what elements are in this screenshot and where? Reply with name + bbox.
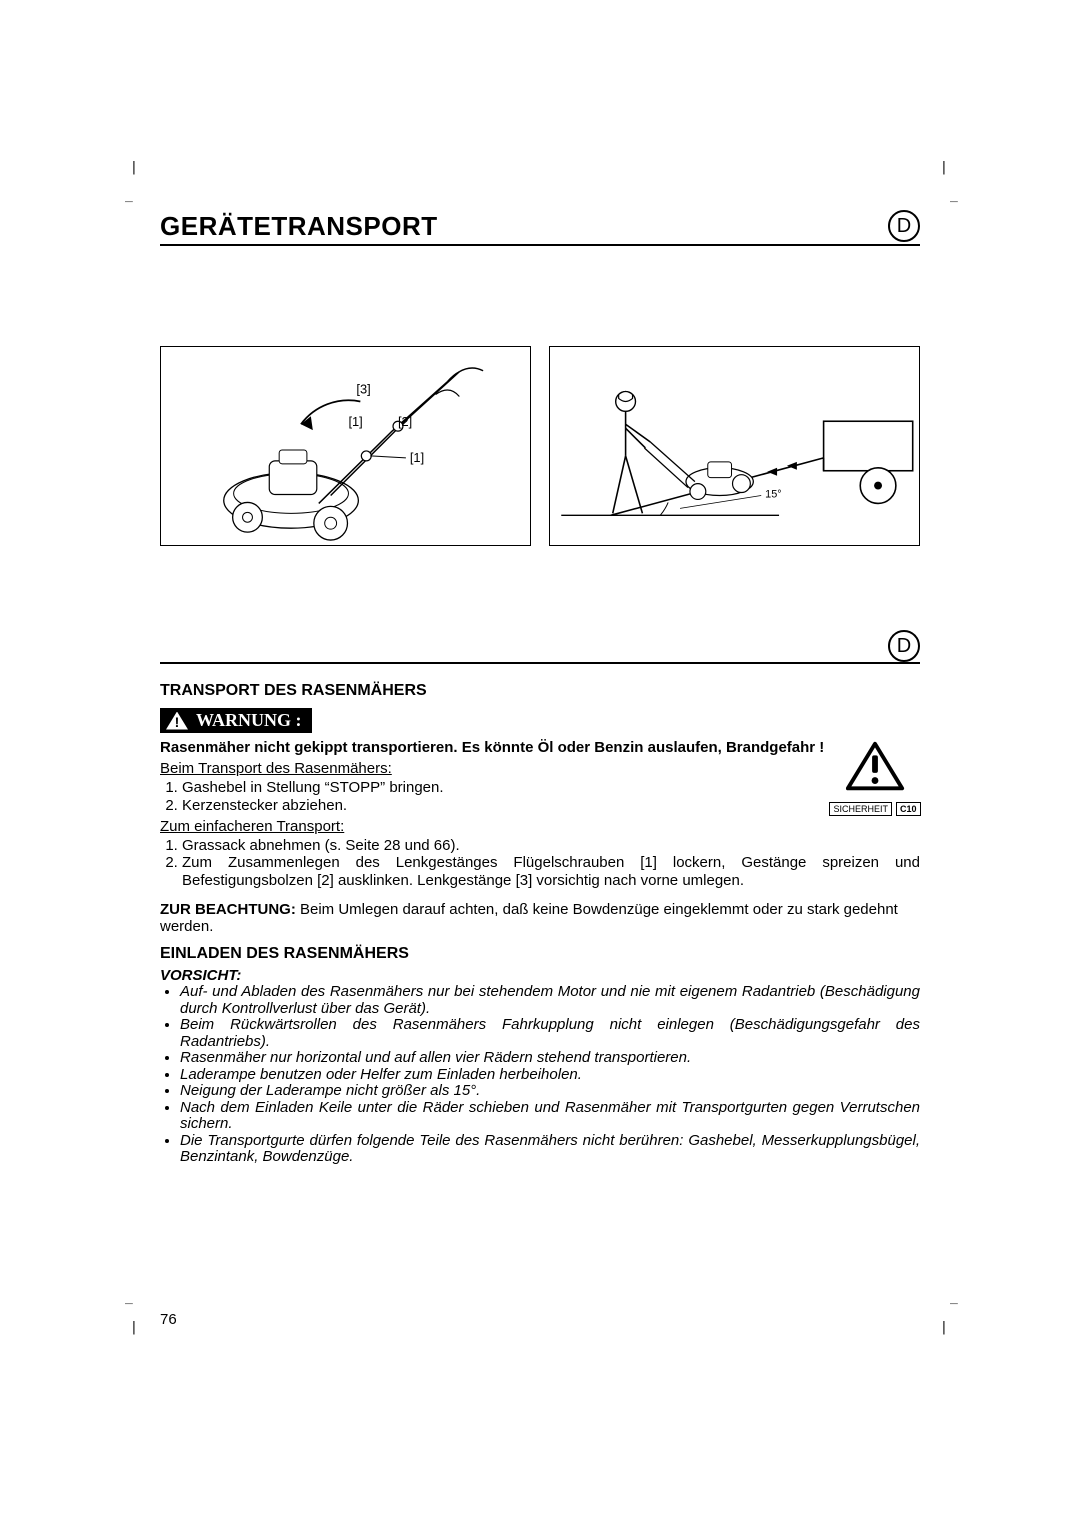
list-item: Beim Rückwärtsrollen des Rasenmähers Fah… [180,1017,920,1050]
transport-intro2: Zum einfacheren Transport: [160,818,800,835]
figure-loading-ramp: 15° [549,346,920,546]
crop-mark: | [940,160,948,175]
safety-code: C10 [896,802,921,816]
list-item: Rasenmäher nur horizontal und auf allen … [180,1050,920,1067]
section-divider: D [160,636,920,664]
list-item: Gashebel in Stellung “STOPP” bringen. [182,779,800,796]
list-item: Zum Zusammenlegen des Lenkgestänges Flüg… [182,854,920,889]
list-item: Die Transportgurte dürfen folgende Teile… [180,1133,920,1166]
fig-label-1b: [1] [410,450,424,465]
crop-mark: | [130,160,138,175]
list-item: Grassack abnehmen (s. Seite 28 und 66). [182,837,920,854]
figure-row: [3] [1] [2] [1] [160,346,920,546]
transport-intro: Beim Transport des Rasenmähers: [160,760,800,777]
transport-body: Rasenmäher nicht gekippt transportieren.… [160,739,920,889]
page-number: 76 [160,1311,177,1328]
note-text: ZUR BEACHTUNG: Beim Umlegen darauf achte… [160,901,920,936]
note-prefix: ZUR BEACHTUNG: [160,901,296,918]
fig-label-3: [3] [356,382,370,397]
page-content: GERÄTETRANSPORT D [160,210,920,1166]
crop-mark: _ [125,188,133,203]
crop-mark: _ [950,1290,958,1305]
vorsicht-label: VORSICHT: [160,967,920,984]
transport-steps2: Grassack abnehmen (s. Seite 28 und 66). … [160,837,920,889]
lang-badge: D [888,630,920,662]
warning-badge: ! WARNUNG : [160,708,312,733]
page-title: GERÄTETRANSPORT [160,211,438,242]
list-item: Neigung der Laderampe nicht größer als 1… [180,1083,920,1100]
crop-mark: _ [125,1290,133,1305]
list-item: Nach dem Einladen Keile unter die Räder … [180,1100,920,1133]
list-item: Auf- und Abladen des Rasenmähers nur bei… [180,984,920,1017]
fig-label-2: [2] [398,414,412,429]
crop-mark: | [940,1320,948,1335]
fig-label-1a: [1] [348,414,362,429]
list-item: Kerzenstecker abziehen. [182,797,800,814]
transport-heading: TRANSPORT DES RASENMÄHERS [160,682,920,700]
list-item: Laderampe benutzen oder Helfer zum Einla… [180,1067,920,1084]
loading-bullets: Auf- und Abladen des Rasenmähers nur bei… [160,984,920,1166]
warning-triangle-icon: ! [166,712,188,730]
warning-text: Rasenmäher nicht gekippt transportieren.… [160,739,920,756]
crop-mark: _ [950,188,958,203]
lang-badge: D [888,210,920,242]
loading-heading: EINLADEN DES RASENMÄHERS [160,945,920,963]
transport-steps: Gashebel in Stellung “STOPP” bringen. Ke… [160,779,800,814]
safety-label: SICHERHEIT [829,802,892,816]
crop-mark: | [130,1320,138,1335]
warning-label: WARNUNG : [196,710,302,731]
angle-label: 15° [765,488,781,500]
safety-icon-block: SICHERHEIT C10 [830,739,920,816]
page-header: GERÄTETRANSPORT D [160,210,920,246]
figure-fold-handle: [3] [1] [2] [1] [160,346,531,546]
